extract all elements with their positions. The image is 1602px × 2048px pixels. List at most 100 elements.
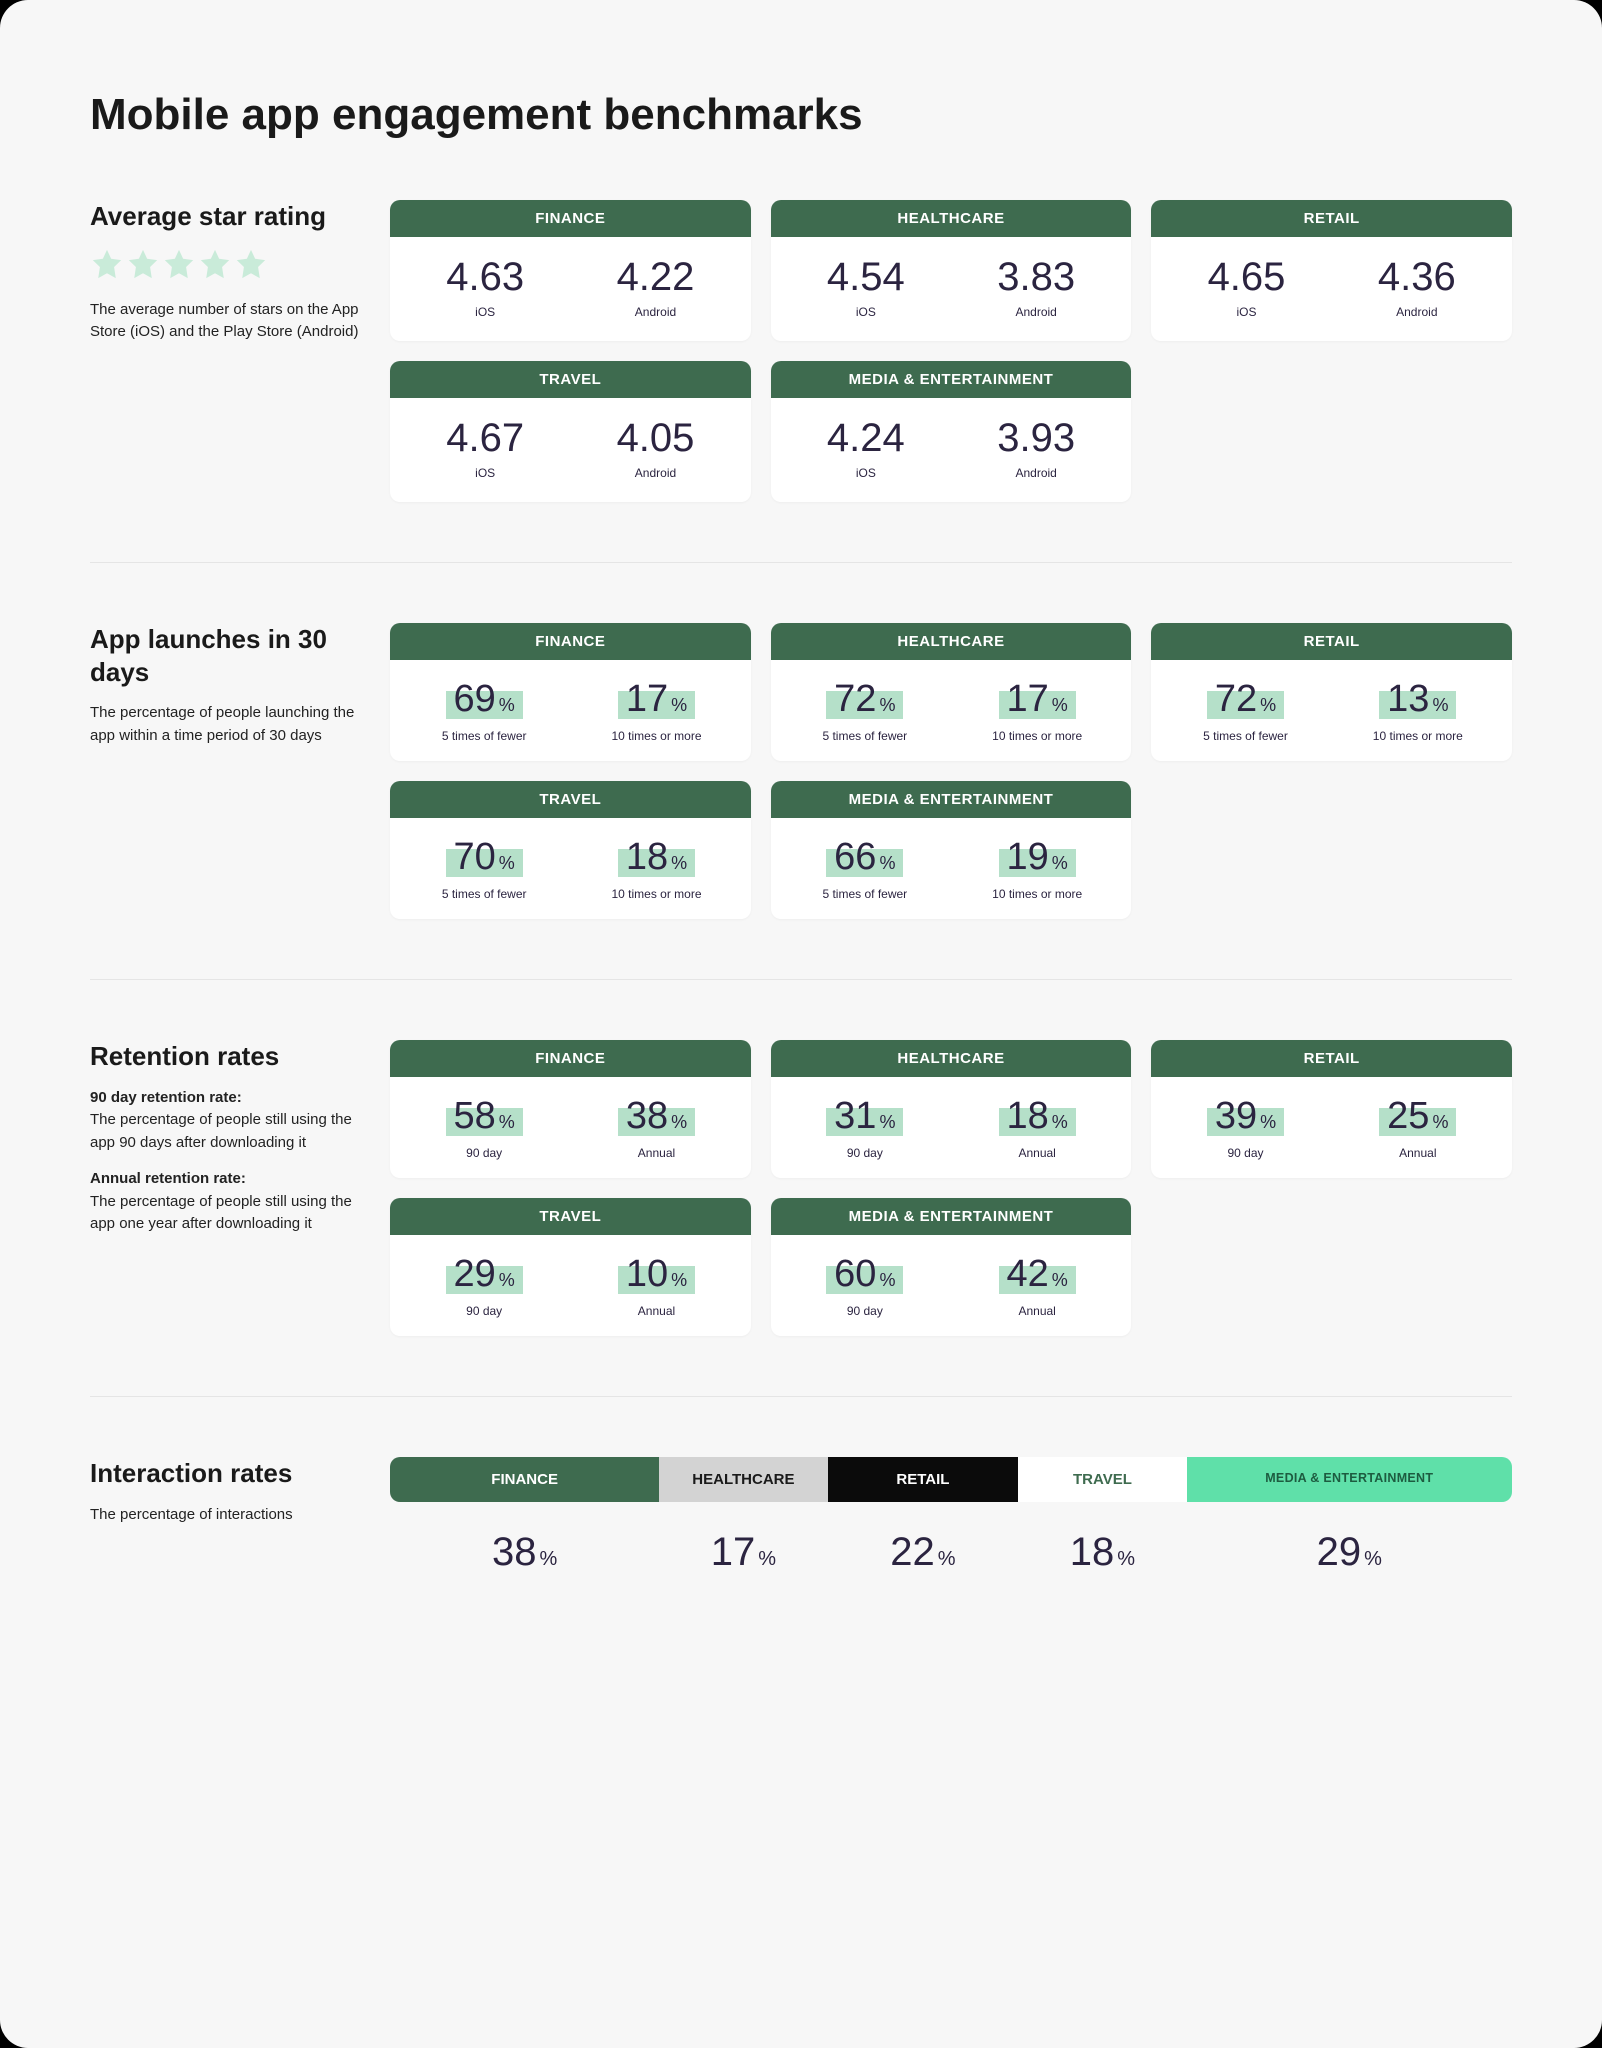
star-icon (162, 247, 196, 281)
interaction-values: 38%17%22%18%29% (390, 1530, 1512, 1575)
interaction-value: 38% (390, 1530, 659, 1575)
percent-value: 18% (618, 834, 695, 881)
card-header: TRAVEL (390, 1198, 751, 1235)
section-star-rating: Average star rating The average number o… (90, 200, 1512, 563)
card-body: 4.24iOS3.93Android (771, 398, 1132, 502)
card-body: 4.65 iOS4.36Android (1151, 237, 1512, 341)
retention-desc-1-body: The percentage of people still using the… (90, 1111, 352, 1151)
metric-sub-label: 5 times of fewer (1159, 729, 1331, 743)
interaction-tab: MEDIA & ENTERTAINMENT (1187, 1457, 1512, 1502)
metric-sub-label: 90 day (1159, 1146, 1331, 1160)
percent-value: 17% (999, 676, 1076, 723)
percent-value: 10% (618, 1251, 695, 1298)
metric: 3.83Android (951, 255, 1121, 319)
category-card: HEALTHCARE 4.54 iOS3.83Android (771, 200, 1132, 341)
interaction-heading: Interaction rates (90, 1457, 360, 1490)
metric-value: 4.63 (400, 255, 570, 299)
metric-sub-label: iOS (1161, 305, 1331, 319)
category-card: TRAVEL4.67iOS4.05Android (390, 361, 751, 502)
category-card: RETAIL72%5 times of fewer13%10 times or … (1151, 623, 1512, 761)
card-header: FINANCE (390, 623, 751, 660)
metric: 70% 5 times of fewer (398, 834, 570, 901)
category-card: MEDIA & ENTERTAINMENT4.24iOS3.93Android (771, 361, 1132, 502)
metric-sub-label: 10 times or more (570, 887, 742, 901)
metric-sub-label: Android (570, 466, 740, 480)
metric: 72% 5 times of fewer (1159, 676, 1331, 743)
card-header: MEDIA & ENTERTAINMENT (771, 1198, 1132, 1235)
interaction-value: 29% (1187, 1530, 1512, 1575)
section-interaction-left: Interaction rates The percentage of inte… (90, 1457, 360, 1575)
card-body: 72%5 times of fewer13%10 times or more (1151, 660, 1512, 761)
metric-value: 4.54 (781, 255, 951, 299)
page-title: Mobile app engagement benchmarks (90, 90, 1512, 140)
metric: 39%90 day (1159, 1093, 1331, 1160)
percent-value: 19% (999, 834, 1076, 881)
metric-sub-label: 10 times or more (951, 887, 1123, 901)
metric: 4.36Android (1332, 255, 1502, 319)
metric: 10% Annual (570, 1251, 742, 1318)
percent-value: 70% (446, 834, 523, 881)
metric-sub-label: 10 times or more (570, 729, 742, 743)
metric-sub-label: Android (951, 466, 1121, 480)
interaction-value: 18% (1018, 1530, 1186, 1575)
percent-value: 72% (1207, 676, 1284, 723)
metric-sub-label: 10 times or more (951, 729, 1123, 743)
metric-sub-label: Annual (570, 1304, 742, 1318)
retention-desc-2-body: The percentage of people still using the… (90, 1193, 352, 1233)
metric-sub-label: iOS (400, 305, 570, 319)
stars-row (90, 247, 360, 281)
metric-sub-label: iOS (781, 305, 951, 319)
retention-desc-2: Annual retention rate: The percentage of… (90, 1168, 360, 1236)
percent-value: 17% (618, 676, 695, 723)
metric-value: 3.93 (951, 416, 1121, 460)
percent-value: 31% (826, 1093, 903, 1140)
metric-value: 4.36 (1332, 255, 1502, 299)
section-app-launches: App launches in 30 days The percentage o… (90, 623, 1512, 980)
card-body: 31%90 day18%Annual (771, 1077, 1132, 1178)
category-card: TRAVEL29%90 day10%Annual (390, 1198, 751, 1336)
metric-sub-label: Android (570, 305, 740, 319)
card-body: 39%90 day25%Annual (1151, 1077, 1512, 1178)
category-card: MEDIA & ENTERTAINMENT60%90 day42%Annual (771, 1198, 1132, 1336)
percent-value: 66% (826, 834, 903, 881)
card-body: 29%90 day10%Annual (390, 1235, 751, 1336)
card-body: 60%90 day42%Annual (771, 1235, 1132, 1336)
card-body: 4.54 iOS3.83Android (771, 237, 1132, 341)
metric: 25%Annual (1332, 1093, 1504, 1160)
percent-value: 69% (446, 676, 523, 723)
star-icon (126, 247, 160, 281)
metric: 38%Annual (570, 1093, 742, 1160)
metric-value: 4.65 (1161, 255, 1331, 299)
metric: 17% 10 times or more (951, 676, 1123, 743)
metric-value: 3.83 (951, 255, 1121, 299)
interaction-desc: The percentage of interactions (90, 1504, 360, 1527)
section-app-launches-left: App launches in 30 days The percentage o… (90, 623, 360, 919)
card-body: 69%5 times of fewer17%10 times or more (390, 660, 751, 761)
category-card: FINANCE58%90 day38%Annual (390, 1040, 751, 1178)
card-header: RETAIL (1151, 1040, 1512, 1077)
card-header: HEALTHCARE (771, 200, 1132, 237)
category-card: FINANCE69%5 times of fewer17%10 times or… (390, 623, 751, 761)
metric-sub-label: 90 day (398, 1304, 570, 1318)
card-body: 66% 5 times of fewer 19% 10 times or more (771, 818, 1132, 919)
percent-value: 58% (446, 1093, 523, 1140)
metric-sub-label: Annual (570, 1146, 742, 1160)
star-icon (198, 247, 232, 281)
app-launches-desc: The percentage of people launching the a… (90, 702, 360, 747)
section-star-rating-left: Average star rating The average number o… (90, 200, 360, 502)
category-card: FINANCE4.63iOS4.22Android (390, 200, 751, 341)
interaction-tabs: FINANCEHEALTHCARERETAILTRAVELMEDIA & ENT… (390, 1457, 1512, 1502)
metric: 19% 10 times or more (951, 834, 1123, 901)
interaction-tab: HEALTHCARE (659, 1457, 827, 1502)
metric: 60%90 day (779, 1251, 951, 1318)
interaction-tab: RETAIL (828, 1457, 1019, 1502)
interaction-tab: FINANCE (390, 1457, 659, 1502)
metric-sub-label: 5 times of fewer (779, 887, 951, 901)
interaction-value: 22% (828, 1530, 1019, 1575)
metric-sub-label: 5 times of fewer (398, 887, 570, 901)
metric-sub-label: 90 day (779, 1146, 951, 1160)
card-header: FINANCE (390, 1040, 751, 1077)
card-header: HEALTHCARE (771, 1040, 1132, 1077)
card-header: MEDIA & ENTERTAINMENT (771, 361, 1132, 398)
retention-heading: Retention rates (90, 1040, 360, 1073)
